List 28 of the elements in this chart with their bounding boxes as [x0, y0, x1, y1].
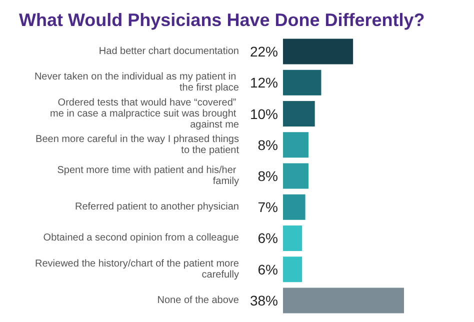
bar — [283, 70, 322, 96]
chart-title: What Would Physicians Have Done Differently? — [19, 10, 425, 30]
data-label: 8% — [258, 168, 278, 184]
bar — [283, 132, 308, 158]
y-tick-label: Spent more time with patient and his/her family — [57, 165, 239, 187]
y-tick-label: Been more careful in the way I phrased things to the patient — [36, 134, 240, 156]
data-label: 6% — [258, 261, 278, 278]
bar — [283, 288, 404, 314]
bar — [283, 38, 354, 64]
data-label: 12% — [250, 74, 278, 91]
y-tick-label: Had better chart documentation — [98, 46, 239, 58]
data-label: 38% — [250, 292, 278, 308]
y-tick-label: Obtained a second opinion from a colleague — [43, 232, 240, 244]
y-tick-label: Never taken on the individual as my patient in the first place — [34, 72, 240, 94]
bar — [283, 163, 308, 189]
bar — [283, 225, 302, 251]
data-label: 22% — [250, 44, 278, 60]
bar — [283, 194, 306, 220]
data-label: 7% — [258, 199, 278, 216]
data-label: 10% — [250, 106, 278, 122]
data-label: 6% — [258, 230, 278, 246]
bar — [283, 256, 302, 282]
y-tick-label: Ordered tests that would have “covered” me in case a malpractice suit was brought against me — [50, 97, 240, 130]
bar — [283, 101, 315, 127]
y-tick-label: None of the above — [157, 294, 240, 306]
y-tick-label: Referred patient to another physician — [75, 202, 239, 213]
data-label: 8% — [258, 136, 278, 153]
y-tick-label: Reviewed the history/chart of the patient more carefully — [35, 258, 240, 280]
